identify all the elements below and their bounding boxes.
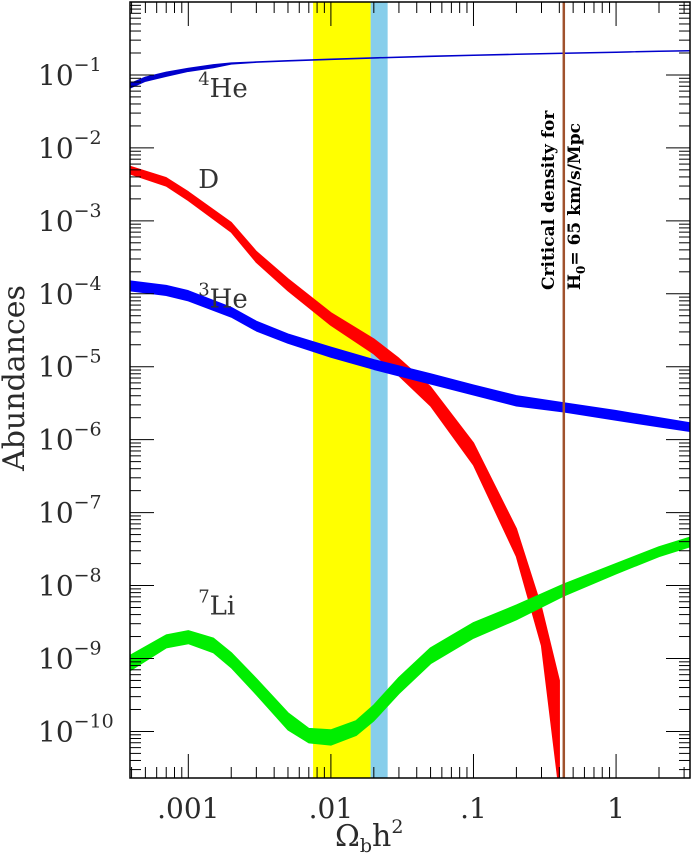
plot-frame: [129, 1, 691, 779]
ticks-layer: [130, 1, 690, 778]
y-axis-title: Abundances: [0, 285, 32, 472]
band-0: [313, 2, 371, 778]
series-label-7li: 7Li: [198, 587, 235, 622]
series-labels-layer: 4He D 3He 7Li: [198, 69, 248, 622]
tick-labels-layer: .001 .01 .1 1 10−1 10−2 10−3 10−4 10−5 10−6 10−7 10…: [38, 54, 625, 825]
y-tick-label: 10−1: [38, 54, 102, 92]
x-tick-label: .1: [460, 792, 487, 825]
x-tick-label: .01: [309, 792, 354, 825]
y-tick-label: 10−7: [38, 492, 102, 530]
series-3he-band: [130, 280, 690, 432]
band-1: [370, 2, 388, 778]
y-tick-label: 10−8: [38, 565, 102, 603]
series-label-d: D: [198, 165, 219, 195]
y-tick-label: 10−4: [38, 273, 102, 311]
y-tick-label: 10−3: [38, 200, 102, 238]
y-tick-label: 10−10: [38, 710, 114, 748]
x-axis-title: Ωbh2: [335, 816, 403, 857]
y-tick-label: 10−2: [38, 127, 102, 165]
curves-layer: [130, 49, 690, 778]
series-4he-band: [130, 49, 690, 89]
bands-layer: [313, 2, 388, 778]
y-tick-label: 10−5: [38, 346, 102, 384]
y-tick-label: 10−6: [38, 419, 102, 457]
series-7li-band: [130, 536, 690, 746]
hubble-constant-label: H0= 65 km/s/Mpc: [565, 123, 588, 290]
series-label-3he: 3He: [198, 279, 248, 314]
series-d-band: [130, 165, 560, 778]
critical-density-label: Critical density for: [539, 110, 559, 290]
series-label-4he: 4He: [198, 69, 248, 104]
y-tick-label: 10−9: [38, 637, 102, 675]
x-tick-label: .001: [157, 792, 219, 825]
annotation-layer: Critical density for H0= 65 km/s/Mpc: [539, 110, 588, 290]
x-tick-label: 1: [607, 792, 625, 825]
